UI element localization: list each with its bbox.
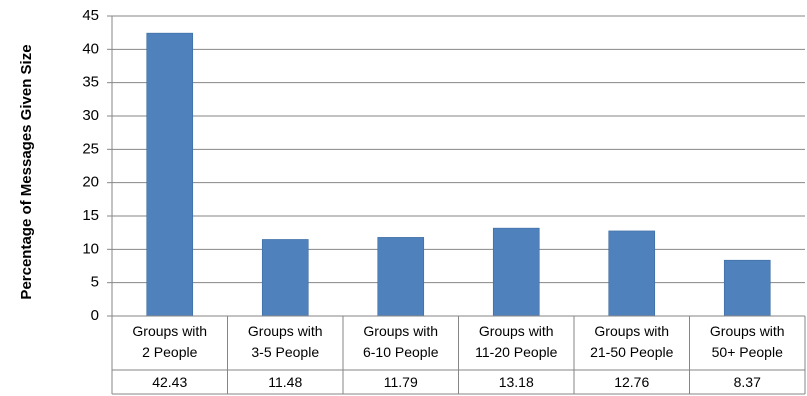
category-label: Groups with 2 People	[132, 323, 207, 360]
y-tick-label: 20	[82, 174, 99, 191]
y-tick-label: 35	[82, 74, 99, 91]
y-tick-label: 30	[82, 107, 99, 124]
category-label: Groups with 6-10 People	[363, 323, 439, 360]
y-ticks: 0 5 10 15 20 25 30 35 40 45	[82, 7, 113, 324]
value-label: 42.43	[152, 374, 187, 390]
bar	[377, 237, 425, 317]
y-tick-label: 15	[82, 207, 99, 224]
category-label: Groups with 11-20 People	[475, 323, 557, 360]
bars	[146, 32, 771, 317]
category-label: Groups with 50+ People	[710, 323, 785, 360]
y-axis-label: Percentage of Messages Given Size	[18, 44, 35, 299]
value-label: 11.48	[268, 374, 302, 390]
category-label: Groups with 3-5 People	[248, 323, 323, 360]
y-tick-label: 45	[82, 7, 99, 24]
value-label: 11.79	[384, 374, 418, 390]
bar	[608, 230, 656, 317]
gridlines	[112, 15, 805, 317]
data-table: Groups with 2 People 42.43 Groups with 3-5 P…	[111, 315, 806, 395]
y-tick-label: 40	[82, 40, 99, 57]
category-label: Groups with 21-50 People	[590, 323, 674, 360]
value-label: 12.76	[614, 374, 649, 390]
y-tick-label: 10	[82, 240, 99, 257]
y-tick-label: 25	[82, 140, 99, 157]
bar	[492, 227, 540, 317]
value-label: 13.18	[499, 374, 534, 390]
value-label: 8.37	[734, 374, 761, 390]
bar	[261, 239, 309, 317]
bar	[146, 32, 194, 317]
y-tick-label: 5	[91, 274, 99, 291]
bar	[723, 259, 771, 317]
y-tick-label: 0	[91, 307, 99, 324]
